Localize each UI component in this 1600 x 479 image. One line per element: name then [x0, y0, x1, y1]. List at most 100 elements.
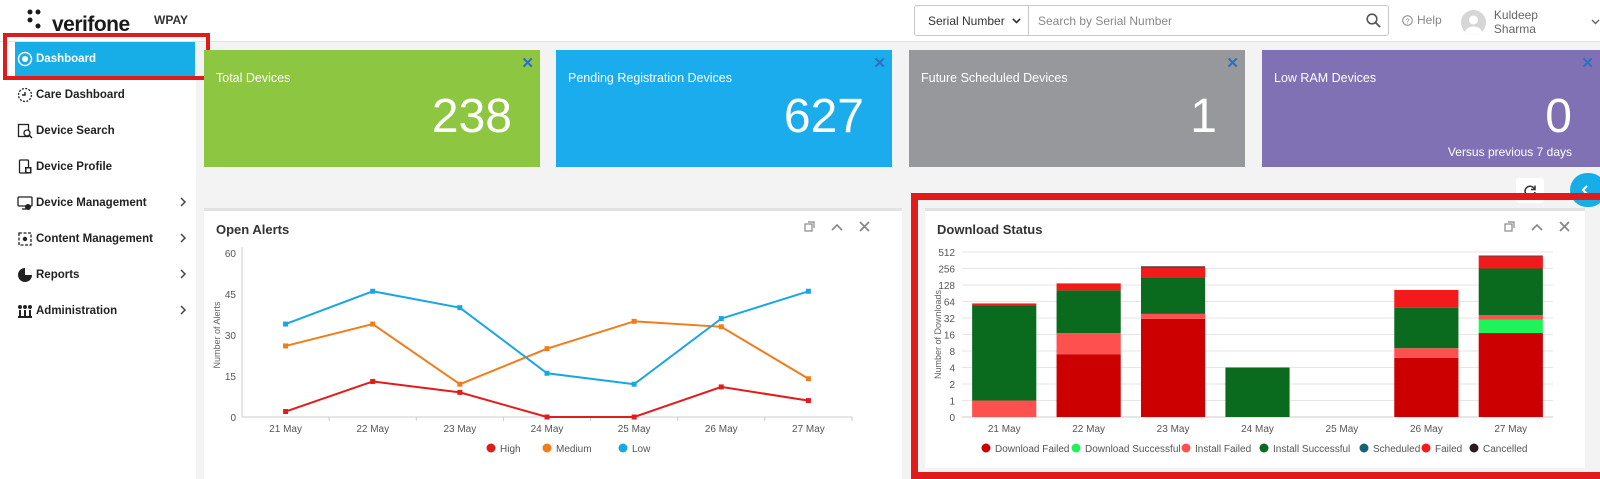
- legend-marker: [618, 443, 628, 453]
- x-tick-label: 24 May: [531, 424, 564, 435]
- sidebar-item-content-management[interactable]: Content Management: [17, 222, 192, 256]
- close-icon[interactable]: ✕: [1581, 55, 1594, 72]
- data-point: [805, 288, 811, 294]
- bar-segment-cancelled: [1478, 255, 1543, 257]
- future-scheduled-card[interactable]: Future Scheduled Devices 1 ✕: [909, 50, 1245, 167]
- card-title: Total Devices: [216, 71, 291, 85]
- bar-segment-failed: [1394, 289, 1459, 308]
- card-title: Pending Registration Devices: [568, 71, 732, 85]
- close-icon[interactable]: ✕: [873, 55, 886, 72]
- sidebar-item-device-search[interactable]: Device Search: [17, 114, 192, 148]
- search-type-dropdown[interactable]: Serial Number: [915, 6, 1029, 35]
- collapse-icon[interactable]: [1531, 223, 1543, 231]
- data-point: [457, 389, 463, 395]
- legend-label: Install Successful: [1273, 444, 1350, 455]
- side-panel-toggle[interactable]: [1570, 173, 1600, 207]
- search-bar: Serial Number: [914, 5, 1389, 36]
- close-icon[interactable]: [1559, 221, 1570, 232]
- help-label: Help: [1417, 13, 1442, 27]
- bar-segment-install-failed: [972, 400, 1037, 417]
- bar-segment-failed: [972, 303, 1037, 306]
- sidebar-item-device-management[interactable]: Device Management: [17, 186, 192, 220]
- verifone-logo-icon: [27, 9, 41, 29]
- close-icon[interactable]: ✕: [521, 55, 534, 72]
- user-menu[interactable]: Kuldeep Sharma: [1461, 8, 1600, 36]
- x-tick-label: 27 May: [792, 424, 825, 435]
- legend-label: Medium: [556, 444, 592, 455]
- legend-label: Download Successful: [1085, 444, 1181, 455]
- data-point: [370, 378, 376, 384]
- bar-segment-failed: [1478, 256, 1543, 269]
- bar-segment-install-failed: [1140, 313, 1206, 319]
- card-value: 0: [1545, 90, 1572, 143]
- chevron-right-icon: [180, 197, 186, 207]
- y-axis-label: Number of Downloads: [933, 289, 943, 379]
- bar-segment-failed: [1056, 283, 1121, 291]
- legend-marker: [1181, 443, 1191, 453]
- bar-segment-download-successful: [1478, 319, 1543, 334]
- y-tick-label: 128: [938, 281, 955, 292]
- x-tick-label: 21 May: [988, 424, 1021, 435]
- card-subtitle: Versus previous 7 days: [1447, 145, 1572, 159]
- y-tick-label: 8: [949, 347, 955, 358]
- data-point: [370, 321, 376, 327]
- legend-label: Install Failed: [1195, 444, 1251, 455]
- open-alerts-panel: Open Alerts 0 15 30 45 60 21 May 22 May 23 May 2…: [204, 208, 902, 479]
- x-tick-label: 22 May: [356, 424, 389, 435]
- data-point: [544, 414, 550, 420]
- reports-icon: [18, 268, 32, 282]
- x-tick-label: 23 May: [1157, 424, 1190, 435]
- collapse-icon[interactable]: [831, 223, 843, 231]
- legend-marker: [1259, 443, 1269, 453]
- sidebar-item-reports[interactable]: Reports: [17, 258, 192, 292]
- y-tick-label: 32: [944, 314, 956, 325]
- chevron-right-icon: [180, 305, 186, 315]
- x-tick-label: 23 May: [443, 424, 476, 435]
- data-point: [718, 316, 724, 322]
- sidebar-item-label: Reports: [36, 269, 80, 281]
- pending-registration-card[interactable]: Pending Registration Devices 627 ✕: [556, 50, 892, 167]
- y-tick-label: 60: [225, 249, 237, 260]
- card-title: Future Scheduled Devices: [921, 71, 1068, 85]
- search-input[interactable]: [1029, 6, 1358, 35]
- sidebar-item-dashboard[interactable]: Dashboard: [15, 42, 195, 76]
- legend-marker: [1421, 443, 1431, 453]
- data-point: [283, 321, 289, 327]
- help-link[interactable]: ? Help: [1402, 13, 1442, 27]
- expand-icon[interactable]: [1504, 221, 1515, 232]
- sidebar-item-administration[interactable]: Administration: [17, 294, 192, 328]
- bar-segment-install-successful: [1140, 277, 1206, 314]
- expand-icon[interactable]: [804, 221, 815, 232]
- bar-segment-download-failed: [1056, 354, 1121, 417]
- low-ram-card[interactable]: Low RAM Devices 0 Versus previous 7 days…: [1262, 50, 1600, 167]
- data-point: [544, 346, 550, 352]
- y-tick-label: 1: [949, 397, 955, 408]
- legend-marker: [542, 443, 552, 453]
- download-status-panel: Download Status 0 1 2 4 8 16 32 64 128 256 512 Numb…: [925, 208, 1585, 468]
- sidebar-item-label: Administration: [36, 305, 118, 317]
- card-value: 1: [1190, 90, 1217, 143]
- sidebar: Dashboard Care Dashboard Device Search D…: [0, 42, 196, 479]
- care-dashboard-icon: [17, 87, 33, 103]
- search-button[interactable]: [1358, 13, 1388, 28]
- close-icon[interactable]: [859, 221, 870, 232]
- legend-label: High: [500, 444, 521, 455]
- brand-logo-text[interactable]: verifone: [52, 13, 130, 36]
- total-devices-card[interactable]: Total Devices 238 ✕: [204, 50, 540, 167]
- y-tick-label: 256: [938, 265, 955, 276]
- data-point: [805, 398, 811, 404]
- panel-title: Download Status: [937, 222, 1043, 237]
- administration-icon: [18, 305, 32, 318]
- open-alerts-chart: 0 15 30 45 60 21 May 22 May 23 May 24 May 25 May 2…: [212, 247, 853, 455]
- chevron-right-icon: [180, 233, 186, 243]
- download-status-chart: 0 1 2 4 8 16 32 64 128 256 512 Number of Downloads 2…: [933, 248, 1553, 455]
- series-line-high: [285, 380, 809, 418]
- x-tick-label: 26 May: [705, 424, 738, 435]
- panel-title: Open Alerts: [216, 222, 290, 237]
- x-tick-label: 22 May: [1072, 424, 1105, 435]
- data-point: [370, 288, 376, 294]
- sidebar-item-care-dashboard[interactable]: Care Dashboard: [17, 78, 192, 112]
- sidebar-item-device-profile[interactable]: Device Profile: [17, 150, 192, 184]
- legend-marker: [1469, 443, 1479, 453]
- close-icon[interactable]: ✕: [1226, 55, 1239, 72]
